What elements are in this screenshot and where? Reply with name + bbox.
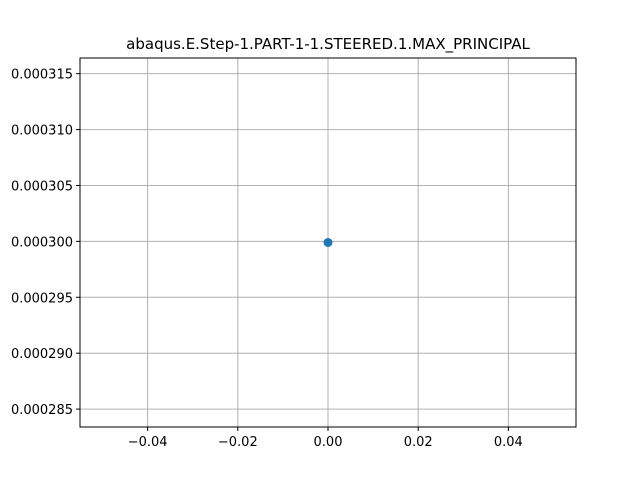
y-tick-label: 0.000300	[11, 235, 73, 250]
data-point	[323, 238, 333, 247]
y-tick-label: 0.000295	[11, 291, 73, 306]
y-tick-label: 0.000305	[11, 179, 73, 194]
y-tick-label: 0.000285	[11, 403, 73, 418]
x-axis-ticks: −0.04 −0.02 0.00 0.02 0.04	[128, 427, 523, 450]
y-axis-ticks: 0.000285 0.000290 0.000295 0.000300 0.000305…	[11, 68, 80, 418]
x-tick-label: −0.04	[128, 435, 168, 450]
x-tick-label: 0.02	[404, 435, 433, 450]
y-tick-label: 0.000310	[11, 124, 73, 139]
x-tick-label: 0.04	[494, 435, 523, 450]
data-points	[323, 238, 333, 247]
y-tick-label: 0.000290	[11, 347, 73, 362]
y-tick-label: 0.000315	[11, 68, 73, 83]
chart-title: abaqus.E.Step-1.PART-1-1.STEERED.1.MAX_P…	[126, 35, 530, 54]
x-tick-label: −0.02	[218, 435, 258, 450]
x-tick-label: 0.00	[314, 435, 343, 450]
